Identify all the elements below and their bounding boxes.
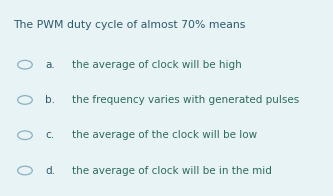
Text: The PWM duty cycle of almost 70% means: The PWM duty cycle of almost 70% means (13, 20, 246, 30)
Text: the frequency varies with generated pulses: the frequency varies with generated puls… (72, 95, 299, 105)
Circle shape (18, 60, 32, 69)
Text: a.: a. (45, 60, 55, 70)
Circle shape (18, 166, 32, 175)
Circle shape (18, 96, 32, 104)
Text: the average of the clock will be low: the average of the clock will be low (72, 130, 257, 140)
Circle shape (18, 131, 32, 140)
Text: the average of clock will be in the mid: the average of clock will be in the mid (72, 165, 271, 176)
Text: d.: d. (45, 165, 55, 176)
Text: b.: b. (45, 95, 55, 105)
Text: c.: c. (45, 130, 54, 140)
Text: the average of clock will be high: the average of clock will be high (72, 60, 241, 70)
